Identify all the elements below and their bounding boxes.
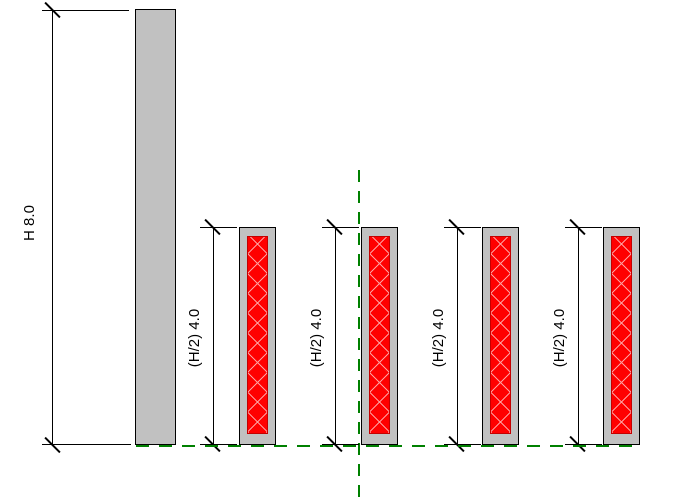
witness-line-bottom — [200, 444, 237, 445]
half-height-dimension-label: (H/2) 4.0 — [430, 308, 447, 368]
column-casing[interactable] — [239, 227, 276, 445]
column-casing[interactable] — [482, 227, 519, 445]
half-height-dimension-label: (H/2) 4.0 — [308, 308, 325, 368]
witness-line-top — [565, 227, 602, 228]
witness-line-bottom — [42, 444, 131, 445]
tall-column[interactable] — [135, 9, 176, 445]
dimension-line[interactable] — [213, 227, 214, 445]
column-core — [490, 236, 511, 434]
witness-line-top — [444, 227, 481, 228]
witness-line-top — [200, 227, 237, 228]
column-casing[interactable] — [361, 227, 398, 445]
dimension-line[interactable] — [457, 227, 458, 445]
witness-line-top — [322, 227, 359, 228]
witness-line-bottom — [565, 444, 602, 445]
witness-line-top — [42, 10, 129, 11]
witness-line-bottom — [322, 444, 359, 445]
half-height-dimension-label: (H/2) 4.0 — [551, 308, 568, 368]
dimension-line[interactable] — [335, 227, 336, 445]
column-casing[interactable] — [603, 227, 640, 445]
column-core — [247, 236, 268, 434]
column-core — [369, 236, 390, 434]
height-dimension-label: H 8.0 — [21, 205, 38, 241]
dimension-line[interactable] — [52, 10, 53, 445]
witness-line-bottom — [444, 444, 481, 445]
dimension-line[interactable] — [578, 227, 579, 445]
column-core — [611, 236, 632, 434]
reference-plane-horizontal[interactable] — [136, 445, 641, 447]
reference-plane-vertical[interactable] — [358, 170, 360, 498]
half-height-dimension-label: (H/2) 4.0 — [186, 308, 203, 368]
